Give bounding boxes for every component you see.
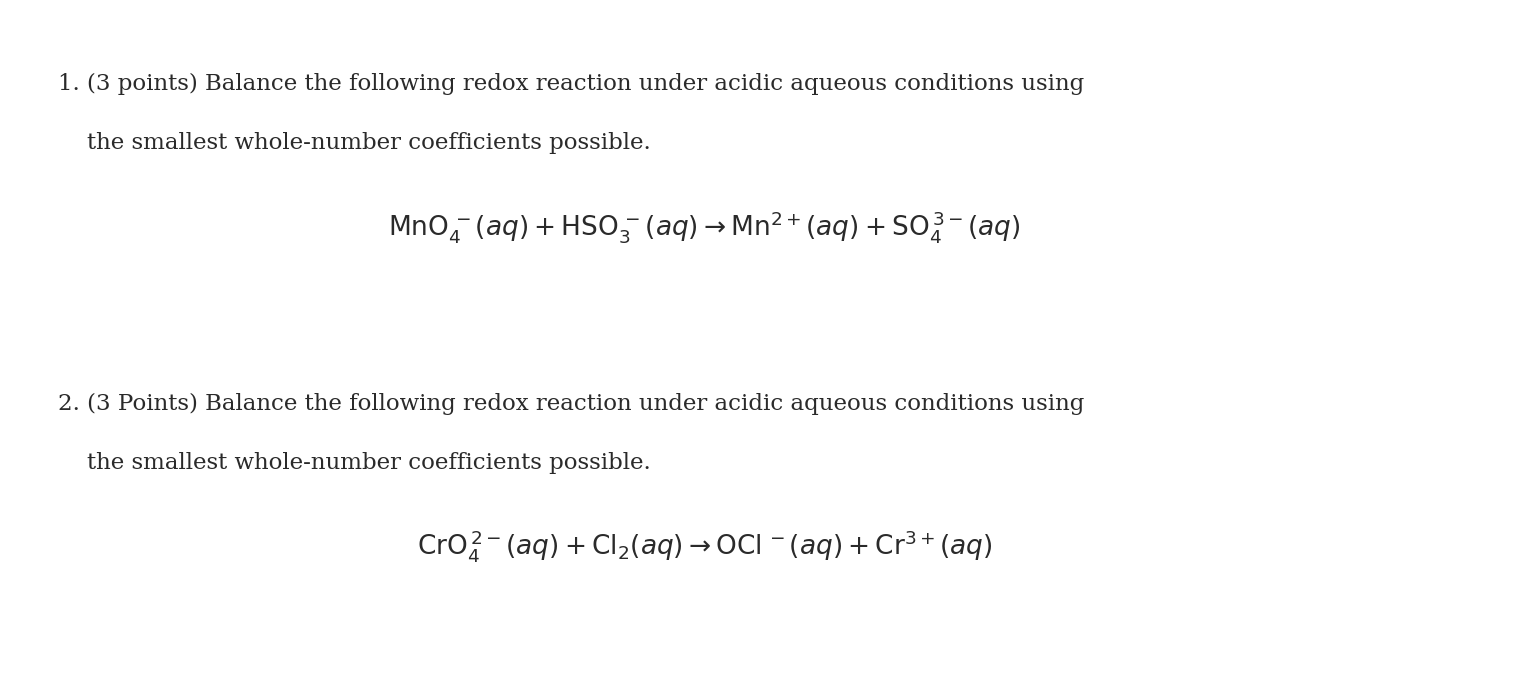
Text: the smallest whole-number coefficients possible.: the smallest whole-number coefficients p… <box>58 452 651 474</box>
Text: $\mathrm{CrO_4^{\,2-}(\mathit{aq}) + Cl_2(\mathit{aq}) \rightarrow OCl^{\,-}(\ma: $\mathrm{CrO_4^{\,2-}(\mathit{aq}) + Cl_… <box>417 528 993 564</box>
Text: 1. (3 points) Balance the following redox reaction under acidic aqueous conditio: 1. (3 points) Balance the following redo… <box>58 73 1085 95</box>
Text: $\mathrm{MnO_4^{\,-}(\mathit{aq}) + HSO_3^{\,-}(\mathit{aq}) \rightarrow Mn^{2+}: $\mathrm{MnO_4^{\,-}(\mathit{aq}) + HSO_… <box>389 208 1020 245</box>
Text: the smallest whole-number coefficients possible.: the smallest whole-number coefficients p… <box>58 132 651 154</box>
Text: 2. (3 Points) Balance the following redox reaction under acidic aqueous conditio: 2. (3 Points) Balance the following redo… <box>58 393 1085 415</box>
